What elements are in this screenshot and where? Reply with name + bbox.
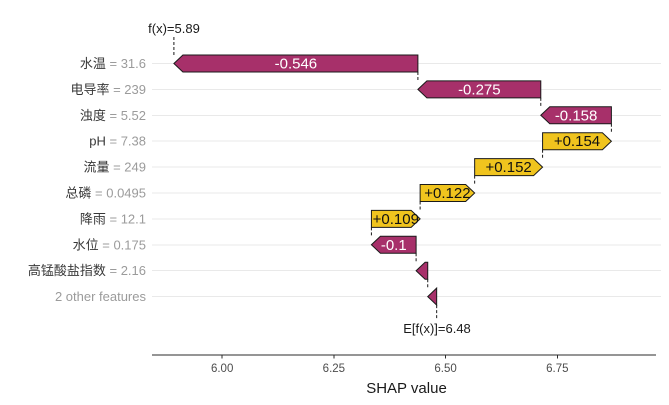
- shap-bar-negative: [370, 235, 417, 254]
- shap-bar-negative: [427, 286, 438, 307]
- x-tick-label: 6.00: [211, 363, 233, 375]
- shap-bar-value: -0.275: [458, 81, 501, 98]
- shap-bar-positive: [474, 158, 544, 177]
- feature-label: 2 other features: [55, 289, 147, 304]
- shap-bar-positive: [419, 184, 476, 202]
- shap-bar-value: -0.1: [381, 237, 407, 254]
- fx-annotation: f(x)=5.89: [148, 21, 200, 36]
- shap-bar-value: -0.546: [275, 56, 318, 73]
- shap-bar-negative: [540, 106, 612, 125]
- shap-bar-positive: [542, 132, 613, 151]
- x-tick-label: 6.25: [323, 363, 345, 375]
- x-axis-title: SHAP value: [366, 380, 447, 397]
- feature-label: 总磷 = 0.0495: [65, 186, 146, 201]
- shap-bar-negative: [173, 54, 419, 73]
- shap-bar-positive: [370, 209, 421, 228]
- feature-label: 流量 = 249: [83, 160, 146, 175]
- shap-bar-value: -0.158: [555, 107, 598, 124]
- shap-bar-negative: [415, 261, 429, 280]
- shap-bar-value: +0.152: [485, 159, 531, 176]
- feature-label: 电导率 = 239: [70, 82, 146, 97]
- feature-label: pH = 7.38: [89, 134, 146, 149]
- feature-label: 高锰酸盐指数 = 2.16: [28, 263, 146, 278]
- feature-label: 浊度 = 5.52: [80, 108, 146, 123]
- x-tick-label: 6.50: [434, 363, 456, 375]
- shap-bar-value: +0.109: [373, 211, 419, 228]
- shap-bar-negative: [417, 80, 542, 99]
- x-tick-label: 6.75: [546, 363, 568, 375]
- feature-label: 降雨 = 12.1: [80, 211, 146, 226]
- feature-label: 水温 = 31.6: [80, 56, 146, 71]
- efx-annotation: E[f(x)]=6.48: [403, 321, 471, 336]
- feature-label: 水位 = 0.175: [73, 237, 146, 252]
- shap-bar-value: +0.122: [424, 185, 470, 202]
- shap-bar-value: +0.154: [554, 133, 600, 150]
